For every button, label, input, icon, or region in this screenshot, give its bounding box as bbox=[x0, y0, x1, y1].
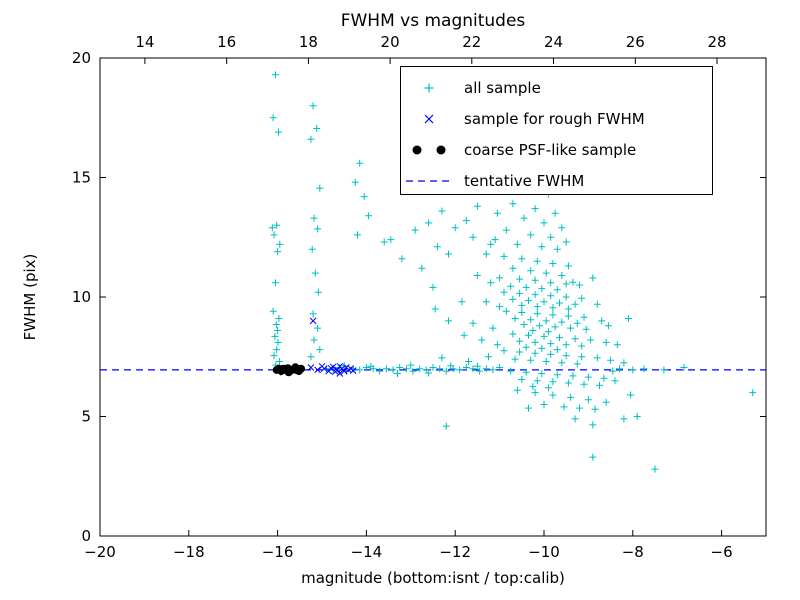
legend-plus-marker bbox=[424, 83, 434, 93]
legend-label-psf-like: coarse PSF-like sample bbox=[464, 141, 636, 159]
series-coarse-psf-like-sample bbox=[272, 363, 306, 377]
legend: all sample sample for rough FWHM coarse PS… bbox=[400, 66, 713, 195]
legend-box bbox=[400, 66, 713, 195]
series-all-sample bbox=[268, 71, 757, 473]
x-axis-bottom: −20 −18 −16 −14 −12 −10 −8 −6 bbox=[84, 530, 733, 561]
legend-dot-marker bbox=[412, 145, 422, 155]
y-tick-label: 20 bbox=[72, 49, 91, 67]
x-axis-top-calib: 14 16 18 20 22 24 26 28 bbox=[135, 33, 727, 64]
x-tick-label: −10 bbox=[528, 543, 560, 561]
legend-label-rough-fwhm: sample for rough FWHM bbox=[464, 110, 645, 128]
scatter-point bbox=[284, 368, 293, 377]
x-tick-label: −16 bbox=[262, 543, 294, 561]
scatter-point bbox=[293, 365, 302, 374]
y-tick-label: 0 bbox=[81, 527, 91, 545]
x-tick-label: −14 bbox=[351, 543, 383, 561]
x-tick-label: −12 bbox=[439, 543, 471, 561]
x-top-tick-label: 24 bbox=[544, 33, 563, 51]
legend-x-marker bbox=[424, 114, 434, 124]
x-tick-label: −18 bbox=[173, 543, 205, 561]
x-top-tick-label: 16 bbox=[217, 33, 236, 51]
y-tick-label: 5 bbox=[81, 408, 91, 426]
y-axis: 0 5 10 15 20 bbox=[72, 49, 766, 545]
x-top-tick-label: 14 bbox=[135, 33, 154, 51]
x-top-tick-label: 22 bbox=[462, 33, 481, 51]
series-rough-fwhm-sample bbox=[307, 317, 357, 377]
legend-label-all-sample: all sample bbox=[464, 79, 541, 97]
legend-label-tentative-fwhm: tentative FWHM bbox=[464, 172, 584, 190]
x-top-tick-label: 26 bbox=[626, 33, 645, 51]
x-tick-label: −6 bbox=[711, 543, 733, 561]
chart-title: FWHM vs magnitudes bbox=[341, 11, 526, 31]
x-axis-label: magnitude (bottom:isnt / top:calib) bbox=[301, 569, 565, 587]
y-tick-label: 15 bbox=[72, 169, 91, 187]
y-tick-label: 10 bbox=[72, 288, 91, 306]
y-axis-label: FWHM (pix) bbox=[21, 254, 39, 341]
legend-dot-marker bbox=[436, 145, 446, 155]
x-top-tick-label: 28 bbox=[707, 33, 726, 51]
x-tick-label: −8 bbox=[622, 543, 644, 561]
x-top-tick-label: 20 bbox=[381, 33, 400, 51]
x-top-tick-label: 18 bbox=[299, 33, 318, 51]
x-tick-label: −20 bbox=[84, 543, 116, 561]
